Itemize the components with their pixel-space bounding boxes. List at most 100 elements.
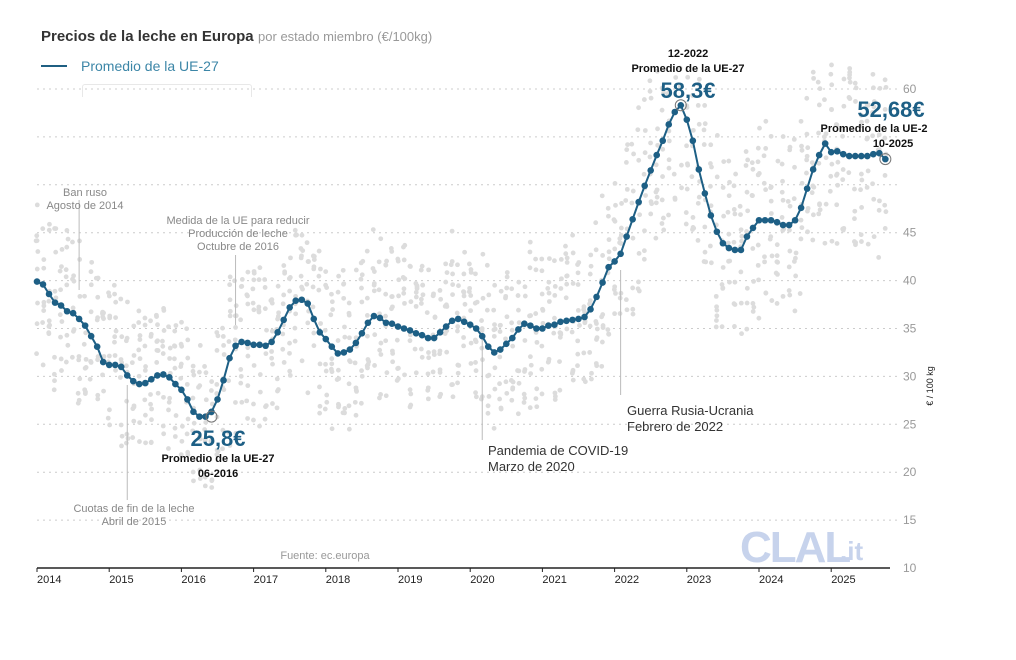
member-state-dot <box>450 382 455 387</box>
member-state-dot <box>605 205 611 211</box>
member-state-dot <box>245 293 250 299</box>
member-state-dot <box>227 308 233 314</box>
member-state-dot <box>178 341 184 347</box>
member-state-dot <box>220 446 225 452</box>
series-point <box>623 233 630 240</box>
member-state-dot <box>214 347 220 353</box>
member-state-dot <box>647 88 653 94</box>
highlight-date: 06-2016 <box>198 468 238 480</box>
x-tick-label: 2023 <box>687 574 711 586</box>
annotation-text: Producción de leche <box>188 228 288 240</box>
member-state-dot <box>775 271 780 277</box>
member-state-dot <box>137 337 143 342</box>
member-state-dot <box>534 339 540 345</box>
member-state-dot <box>557 387 563 393</box>
member-state-dot <box>575 351 581 357</box>
member-state-dot <box>799 147 805 153</box>
member-state-dot <box>364 313 370 318</box>
member-state-dot <box>329 361 335 367</box>
member-state-dot <box>721 159 727 164</box>
member-state-dot <box>791 136 797 142</box>
member-state-dot <box>118 357 124 362</box>
member-state-dot <box>492 326 498 332</box>
member-state-dot <box>816 160 822 166</box>
member-state-dot <box>840 177 846 183</box>
member-state-dot <box>563 243 568 249</box>
member-state-dot <box>853 242 858 248</box>
member-state-dot <box>768 211 774 216</box>
member-state-dot <box>166 446 171 451</box>
member-state-dot <box>811 75 816 81</box>
member-state-dot <box>870 110 875 115</box>
member-state-dot <box>882 107 888 112</box>
member-state-dot <box>51 371 57 377</box>
series-point <box>857 152 865 160</box>
member-state-dot <box>492 322 497 328</box>
member-state-dot <box>46 318 52 324</box>
member-state-dot <box>666 157 672 163</box>
member-state-dot <box>546 290 552 296</box>
member-state-dot <box>648 95 654 101</box>
highlight-ring <box>674 99 687 112</box>
member-state-dot <box>679 185 684 191</box>
member-state-dot <box>798 118 804 124</box>
member-state-dot <box>359 299 365 305</box>
legend[interactable]: Promedio de la UE-27 <box>41 58 219 74</box>
member-state-dot <box>540 306 545 312</box>
member-state-dot <box>522 395 528 401</box>
member-state-dot <box>359 285 364 291</box>
member-state-dot <box>461 271 467 277</box>
series-point <box>641 182 648 190</box>
member-state-dot <box>865 241 871 247</box>
member-state-dot <box>41 308 47 313</box>
member-state-dot <box>167 356 173 361</box>
member-state-dot <box>768 184 774 190</box>
member-state-dot <box>570 369 576 375</box>
member-state-dot <box>623 198 629 203</box>
x-tick-label: 2017 <box>254 574 278 586</box>
member-state-dot <box>725 240 731 246</box>
member-state-dot <box>420 282 426 288</box>
member-state-dot <box>418 267 424 273</box>
member-state-dot <box>654 194 660 200</box>
member-state-dot <box>822 97 827 103</box>
member-state-dot <box>46 227 52 233</box>
member-state-dot <box>738 300 744 306</box>
member-state-dot <box>245 383 251 389</box>
member-state-dot <box>270 401 275 406</box>
member-state-dot <box>41 299 47 305</box>
member-state-dot <box>853 85 859 91</box>
member-state-dot <box>413 294 419 300</box>
member-state-dot <box>71 328 76 334</box>
series-point <box>238 338 245 346</box>
member-state-dot <box>804 170 809 176</box>
member-state-dot <box>70 239 75 245</box>
member-state-dot <box>41 257 47 263</box>
member-state-dot <box>407 263 413 269</box>
member-state-dot <box>197 343 203 348</box>
member-state-dot <box>153 312 159 318</box>
member-state-dot <box>504 285 510 291</box>
member-state-dot <box>87 376 93 382</box>
member-state-dot <box>172 356 177 362</box>
member-state-dot <box>582 320 588 326</box>
series-point <box>412 329 420 337</box>
member-state-dot <box>335 338 341 343</box>
member-state-dot <box>227 297 233 303</box>
member-state-dot <box>882 225 888 231</box>
member-state-dot <box>533 311 539 316</box>
member-state-dot <box>426 267 432 273</box>
member-state-dot <box>743 163 749 168</box>
member-state-dot <box>185 337 191 343</box>
member-state-dot <box>191 420 197 426</box>
member-state-dot <box>191 372 197 378</box>
member-state-dot <box>557 359 562 365</box>
member-state-dot <box>491 333 497 339</box>
member-state-dot <box>233 325 238 330</box>
member-state-dot <box>161 394 166 400</box>
member-state-dot <box>268 298 274 303</box>
member-state-dot <box>51 387 57 393</box>
member-state-dot <box>317 403 323 409</box>
member-state-dot <box>815 79 821 85</box>
series-point <box>779 221 787 229</box>
